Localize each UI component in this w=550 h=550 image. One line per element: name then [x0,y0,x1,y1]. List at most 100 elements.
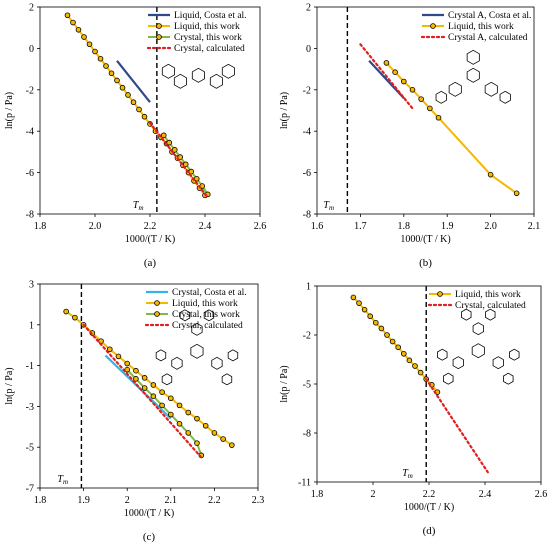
panel-letter: (a) [144,257,157,269]
data-point [75,26,82,33]
legend-entry: Crystal, calculated [455,301,526,311]
tm-label: Tm [402,468,413,480]
x-tick-label: 2.3 [252,495,265,506]
data-point [409,87,416,93]
y-axis-label: ln(p / Pa) [279,92,290,129]
molecule-ring [435,90,447,104]
data-point [389,338,396,345]
x-axis-label: 1000/(T / K) [125,234,175,245]
data-point [150,382,157,388]
x-tick-label: 2.2 [423,489,436,500]
data-point [176,402,183,409]
data-point [159,402,165,409]
data-point [130,99,137,106]
y-tick-label: -6 [303,168,311,179]
molecule-ring [171,356,183,370]
data-point [141,375,148,381]
data-point [81,34,87,40]
molecule-ring [437,348,448,361]
x-axis-label: 1000/(T / K) [404,502,454,513]
molecule-ring [499,90,511,104]
y-tick-label: -8 [303,210,311,221]
data-point [166,139,173,146]
data-point [133,376,139,382]
data-point [412,363,418,369]
series-line-calculated [359,43,414,110]
x-tick-label: 1.9 [441,221,454,232]
chart-svg: 1.8 2 2.2 2.4 2.6 -11 -8 -5 -2 1 1000/(T / K) ln(p … [279,282,547,538]
data-point [185,409,192,416]
molecule-ring [472,322,484,336]
data-point [97,55,104,62]
data-point [150,393,157,399]
data-point [406,357,413,364]
data-point [92,48,98,55]
data-point [133,367,139,374]
data-point [427,105,433,112]
y-tick-label: -5 [303,380,311,391]
molecule-ring [448,81,462,97]
data-point [193,176,200,182]
y-tick-label: -8 [26,210,34,221]
data-point [211,430,218,436]
tm-subscript: m [138,204,143,212]
legend-entry: Liquid, this work [172,299,238,309]
data-point [185,430,192,436]
tm-label: Tm [323,200,334,212]
molecule-ring [211,356,223,370]
molecule-ring [492,356,504,370]
chart-svg: 1.8 1.9 2 2.1 2.2 2.3 -7 -5 -3 -1 1 3 1000/(T / K) ln… [4,280,265,544]
data-point [114,77,120,84]
series-line-calculated [148,121,209,199]
x-tick-label: 2.2 [208,495,221,506]
plot-frame [316,6,535,215]
x-axis-label: 1000/(T / K) [400,234,450,245]
series-line-literature [116,60,151,103]
data-point [383,60,390,66]
molecule-ring [179,309,191,322]
x-tick-label: 1.8 [311,489,324,500]
molecule-ring [161,63,175,79]
series-line-measured [352,296,439,393]
x-axis-label: 1000/(T / K) [124,508,174,519]
y-tick-label: -7 [26,484,34,495]
legend-entry: Liquid, Costa et al. [174,11,247,21]
legend-marker [437,291,443,297]
data-point [401,350,407,357]
chart-panel-b: 1.6 1.7 1.8 1.9 2.0 2.1 -8 -6 -4 -2 0 2 1000/(T / K)… [275,0,550,275]
data-point [229,442,235,448]
x-tick-label: 2.6 [254,221,267,232]
tm-subscript: m [329,204,334,212]
x-tick-label: 2.1 [528,221,541,232]
x-tick-label: 1.8 [398,221,411,232]
molecule-ring [203,309,215,322]
legend-entry: Crystal, Costa et al. [172,288,247,298]
x-tick-label: 1.6 [311,221,324,232]
data-point [356,300,362,306]
chart-svg: 1.8 2.0 2.2 2.4 2.6 -8 -6 -4 -2 0 2 1000/(T / K) ln(… [4,3,267,270]
y-tick-label: -3 [26,402,34,413]
data-point [64,12,71,19]
x-tick-label: 2.0 [89,221,102,232]
tm-label: Tm [57,474,68,486]
data-point [124,360,130,367]
chart-panel-d: 1.8 2 2.2 2.4 2.6 -11 -8 -5 -2 1 1000/(T / K) ln(p … [275,275,550,550]
molecule-ring [191,322,203,336]
molecule-ring [484,81,498,97]
data-point [194,440,200,446]
molecule-ring [155,349,167,362]
x-tick-label: 2 [125,495,130,506]
data-point [168,395,174,402]
tm-label: Tm [133,200,144,212]
molecule-ring [461,308,472,321]
data-point [70,19,76,26]
y-tick-label: 1 [29,320,34,331]
data-point [395,344,401,351]
molecule-ring [221,63,235,79]
y-tick-label: 0 [29,44,34,55]
data-point [103,63,109,69]
data-point [141,385,148,391]
y-axis-label: ln(p / Pa) [279,365,290,402]
legend-entry: Crystal A, calculated [448,33,528,43]
data-point [168,411,174,418]
